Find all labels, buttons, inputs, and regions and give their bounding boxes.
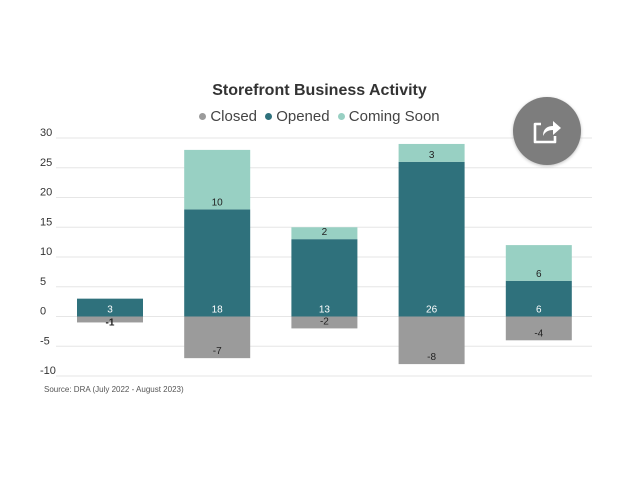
legend-item-closed: Closed	[199, 108, 257, 125]
chart-title: Storefront Business Activity	[212, 82, 427, 99]
legend-dot-coming-soon	[337, 112, 345, 120]
legend-dot-opened	[265, 112, 273, 120]
data-label-closed: -7	[213, 346, 222, 357]
data-label-opened: 13	[319, 305, 331, 316]
bar-opened	[184, 209, 251, 317]
data-label-closed: -8	[427, 352, 436, 363]
data-label-coming-soon: 10	[212, 197, 224, 208]
y-tick-label: 25	[40, 157, 52, 169]
y-tick-label: 20	[40, 187, 52, 199]
bar-opened	[398, 161, 465, 317]
data-label-closed: -4	[534, 328, 543, 339]
legend: Closed Opened Coming Soon	[0, 108, 639, 125]
legend-dot-closed	[199, 112, 207, 120]
y-tick-label: 30	[40, 127, 52, 139]
legend-label-opened: Opened	[276, 108, 330, 125]
data-label-opened: 18	[212, 305, 224, 316]
bar-coming-soon	[291, 227, 358, 240]
y-tick-label: 10	[40, 246, 52, 258]
data-label-closed: -1	[106, 318, 115, 329]
legend-item-opened: Opened	[265, 108, 330, 125]
bar-coming-soon	[505, 245, 572, 281]
data-label-opened: 26	[426, 305, 438, 316]
legend-item-coming-soon: Coming Soon	[337, 108, 440, 125]
y-tick-label: 15	[40, 216, 52, 228]
legend-label-closed: Closed	[210, 108, 258, 125]
data-label-coming-soon: 3	[429, 150, 435, 161]
y-tick-label: -5	[40, 335, 50, 347]
bar-closed	[291, 316, 358, 329]
bar-coming-soon	[184, 149, 251, 210]
y-tick-label: 5	[40, 276, 46, 288]
data-label-opened: 3	[107, 305, 113, 316]
data-label-closed: -2	[320, 316, 329, 327]
bar-closed	[184, 316, 251, 359]
bar-opened	[291, 239, 358, 317]
bar-closed	[505, 316, 572, 341]
share-arrow-icon	[533, 121, 561, 144]
data-label-coming-soon: 6	[536, 269, 542, 280]
share-button[interactable]	[513, 97, 581, 165]
bar-opened	[505, 280, 572, 317]
y-tick-label: -10	[40, 365, 56, 377]
data-label-coming-soon: 2	[322, 227, 328, 238]
bar-opened	[77, 298, 143, 317]
bar-coming-soon	[398, 143, 465, 162]
y-tick-label: 0	[40, 306, 46, 318]
bar-closed	[398, 316, 465, 365]
data-label-opened: 6	[536, 305, 542, 316]
source-note: Source: DRA (July 2022 - August 2023)	[44, 385, 184, 394]
bar-closed	[77, 316, 143, 323]
legend-label-coming-soon: Coming Soon	[348, 108, 440, 125]
